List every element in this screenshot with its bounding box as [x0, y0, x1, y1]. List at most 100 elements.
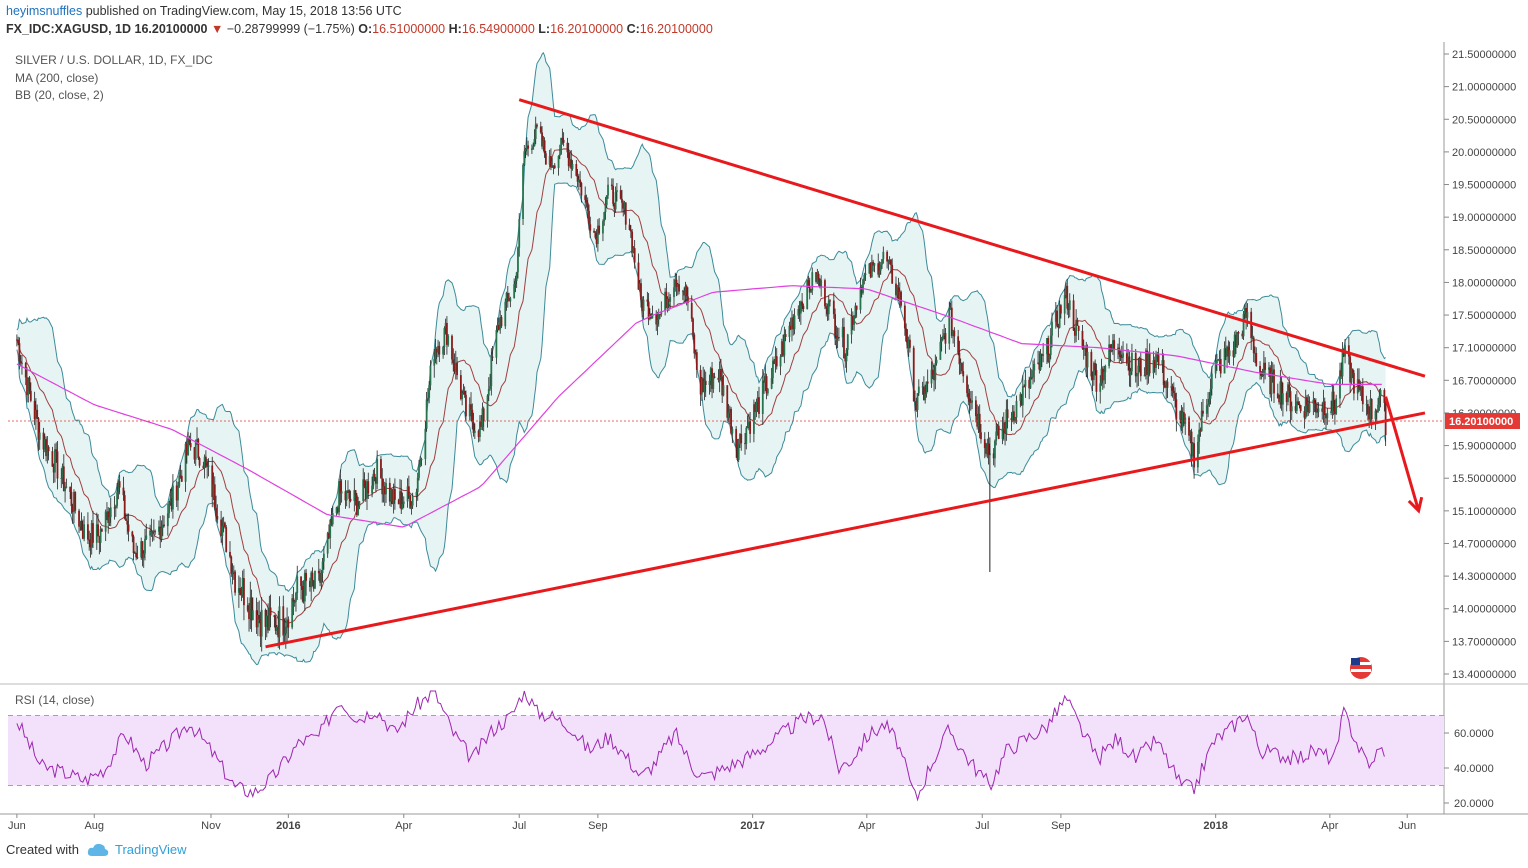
candle: [709, 366, 712, 393]
candle: [841, 318, 844, 348]
candle: [490, 348, 493, 396]
candle: [793, 308, 796, 335]
candle: [997, 421, 1000, 440]
last-price: 16.20100000: [134, 22, 208, 36]
candle: [515, 271, 518, 288]
candle: [416, 472, 419, 501]
candle: [215, 495, 217, 522]
candle: [1193, 437, 1195, 479]
candle: [255, 597, 258, 634]
rsi-band: [8, 715, 1444, 786]
ma-200-path: [16, 285, 1382, 528]
candle: [47, 445, 50, 461]
candle: [54, 443, 56, 483]
candle: [1174, 387, 1176, 408]
candle: [1219, 349, 1222, 378]
candle: [206, 458, 209, 479]
price-chart[interactable]: 21.50000000 21.00000000 20.50000000 20.0000…: [0, 42, 1528, 842]
trendlines[interactable]: [265, 98, 1426, 649]
candle: [1090, 349, 1093, 381]
candle: [1065, 282, 1067, 299]
candle: [1033, 358, 1036, 383]
price-tick: 20.50000000: [1444, 114, 1516, 126]
time-axis[interactable]: Jun Aug Nov 2016 Apr Jul Sep 2017 Apr Jul Sep 2018 A…: [8, 814, 1416, 832]
candle: [1037, 350, 1039, 365]
candle: [1085, 341, 1088, 378]
candle: [385, 478, 387, 503]
candle: [703, 369, 706, 401]
price-axis[interactable]: 21.50000000 21.00000000 20.50000000 20.0000…: [0, 42, 1528, 815]
candle: [136, 545, 139, 560]
candle: [452, 348, 455, 372]
candle: [881, 259, 883, 269]
candle: [1146, 338, 1149, 385]
candle: [1216, 353, 1218, 371]
candle: [914, 390, 916, 412]
candle: [468, 397, 471, 421]
candle: [816, 268, 819, 285]
candle: [259, 611, 262, 647]
candle: [185, 436, 188, 464]
time-tick-label: 2017: [740, 820, 764, 832]
candle: [340, 479, 343, 503]
candle: [1030, 369, 1033, 380]
candle: [1323, 397, 1326, 425]
candle: [159, 515, 162, 548]
candle: [234, 569, 236, 596]
tradingview-logo[interactable]: TradingView: [87, 842, 187, 857]
candle: [1110, 343, 1113, 353]
candle: [1198, 422, 1201, 454]
candle: [641, 296, 644, 318]
candle: [1303, 406, 1306, 429]
candle: [196, 427, 198, 445]
candle: [390, 487, 393, 508]
candle: [905, 323, 908, 343]
candle: [749, 411, 752, 443]
candle: [665, 283, 668, 309]
candle: [358, 500, 361, 510]
candle: [251, 597, 254, 621]
candle: [1136, 373, 1138, 388]
candle: [968, 388, 971, 414]
candle: [224, 521, 226, 529]
candle: [480, 415, 483, 431]
candle: [319, 568, 321, 587]
candle: [1321, 402, 1324, 420]
bb-fill: [16, 52, 1386, 665]
candle: [1254, 346, 1256, 364]
candle: [188, 435, 191, 446]
candle: [1153, 356, 1156, 373]
candle: [603, 211, 606, 226]
candle: [391, 489, 394, 505]
candle: [1242, 311, 1245, 340]
candle: [1334, 399, 1336, 425]
candle: [446, 316, 448, 355]
candle: [382, 478, 385, 503]
time-tick: Aug: [84, 814, 104, 832]
author-link[interactable]: heyimsnuffles: [6, 4, 83, 18]
candle: [588, 204, 590, 230]
candle: [1307, 394, 1310, 416]
candle: [465, 390, 467, 422]
candle: [532, 142, 535, 150]
candle: [1032, 360, 1034, 385]
rsi-tick: 40.0000: [1444, 763, 1494, 775]
candle: [508, 292, 510, 302]
candle: [505, 291, 508, 311]
candle: [1042, 343, 1045, 363]
candle: [924, 384, 927, 404]
candle: [487, 377, 490, 402]
candle: [1165, 380, 1168, 399]
candle: [1251, 325, 1254, 340]
candle: [38, 421, 41, 450]
candle: [673, 278, 675, 306]
candle: [257, 601, 259, 637]
candle: [539, 121, 542, 134]
candle: [1103, 365, 1105, 389]
flag-icon[interactable]: [1350, 657, 1372, 679]
candle: [1039, 349, 1042, 372]
candle: [593, 228, 595, 233]
candle: [792, 314, 795, 336]
candle: [87, 512, 89, 545]
candle: [912, 345, 915, 402]
